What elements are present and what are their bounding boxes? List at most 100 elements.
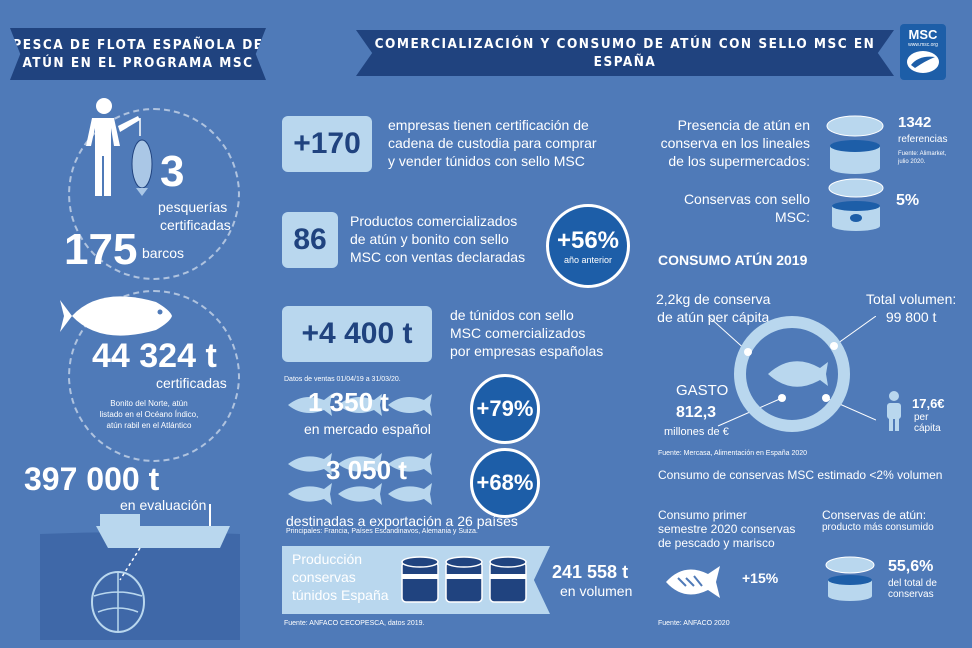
fisheries-label-1: pesquerías: [158, 199, 228, 215]
references-value: 1342: [898, 114, 932, 131]
sales-dates: Datos de ventas 01/04/19 a 31/03/20.: [284, 376, 401, 383]
products-line-2: de atún y bonito con sello: [350, 231, 509, 247]
boats-count: 175: [64, 225, 138, 274]
per-capita-spend: 17,6€: [912, 396, 945, 411]
domestic-value: 1 350 t: [308, 387, 389, 417]
tonnes-text: de túnidos con sello MSC comercializados…: [450, 306, 603, 360]
semester-growth: +15%: [742, 570, 779, 586]
most-consumed-value: 55,6%: [888, 558, 934, 575]
references-source-line-2: julio 2020.: [898, 159, 926, 165]
fisheries-count: 3: [160, 147, 185, 196]
per-capita-text: 2,2kg de conserva de atún per cápita: [656, 290, 770, 326]
export-growth-value: +68%: [476, 470, 534, 495]
tin-cans-stack-icon: [401, 556, 527, 603]
species-line-2: listado en el Océano Índico,: [99, 410, 199, 419]
left-banner-line2: ATÚN EN EL PROGRAMA MSC: [22, 55, 254, 71]
right-banner: COMERCIALIZACIÓN Y CONSUMO DE ATÚN CON S…: [356, 30, 894, 76]
open-can-icon: [826, 115, 884, 174]
companies-line-1: empresas tienen certificación de: [388, 117, 589, 133]
most-consumed-label-1: del total de: [888, 578, 937, 589]
msc-fish-checkmark-icon: [907, 51, 939, 73]
fishing-boat-with-net-icon: [40, 504, 240, 640]
can-icon: [825, 556, 875, 601]
export-countries: Principales: Francia, Países Escandinavo…: [286, 528, 478, 535]
tonnes-line-3: por empresas españolas: [450, 343, 604, 359]
consumption-diagram: [708, 316, 876, 432]
production-line-1: Producción: [292, 551, 363, 567]
total-volume-line-1: Total volumen:: [866, 291, 957, 307]
products-text: Productos comercializados de atún y boni…: [350, 212, 525, 266]
products-growth-circle: +56% año anterior: [546, 204, 630, 288]
boats-label: barcos: [142, 245, 185, 261]
species-line-1: Bonito del Norte, atún: [110, 399, 188, 408]
tonnes-line-2: MSC comercializados: [450, 325, 586, 341]
msc-cans-value: 5%: [896, 192, 920, 209]
species-line-3: atún rabil en el Atlántico: [106, 421, 192, 430]
spending-unit: millones de €: [664, 426, 729, 438]
semester-line-2: semestre 2020 conservas: [658, 522, 796, 536]
domestic-label: en mercado español: [304, 421, 431, 437]
certified-label: certificadas: [156, 375, 227, 391]
references-label: referencias: [898, 134, 948, 145]
export-fish-icons: [288, 453, 432, 505]
evaluation-tonnes: 397 000 t: [24, 461, 160, 497]
production-line-3: túnidos España: [292, 587, 389, 603]
per-capita-line-1: 2,2kg de conserva: [656, 291, 771, 307]
semester-text: Consumo primer semestre 2020 conservas d…: [658, 508, 795, 550]
products-growth-value: +56%: [556, 227, 620, 254]
references-source-line-1: Fuente: Alimarket,: [898, 151, 947, 157]
products-value: 86: [293, 223, 327, 256]
most-consumed-line-1: Conservas de atún:: [822, 508, 927, 522]
total-volume-line-2: 99 800 t: [885, 309, 937, 325]
person-icon: [887, 391, 901, 431]
msc-estimate: Consumo de conservas MSC estimado <2% vo…: [658, 468, 943, 482]
most-consumed-text: Conservas de atún: producto más consumid…: [822, 508, 934, 533]
evaluation-label: en evaluación: [120, 497, 207, 513]
references-source: Fuente: Alimarket, julio 2020.: [898, 150, 946, 166]
msc-logo-url: www.msc.org: [908, 42, 938, 48]
fisheries-label-2: certificadas: [160, 217, 231, 233]
production-line-2: conservas: [292, 569, 356, 585]
semester-source: Fuente: ANFACO 2020: [658, 620, 730, 627]
spending-value: 812,3: [676, 404, 717, 421]
products-badge: 86: [282, 212, 338, 268]
tuna-icon: [60, 296, 172, 336]
seafood-icon: [666, 566, 720, 598]
most-consumed-line-2: producto más consumido: [822, 522, 934, 533]
msc-can-icon: [828, 178, 884, 231]
per-capita-spend-label: per cápita: [914, 412, 941, 434]
production-source: Fuente: ANFACO CECOPESCA, datos 2019.: [284, 620, 425, 627]
domestic-growth-value: +79%: [476, 396, 534, 421]
per-capita-line-2: de atún per cápita: [657, 309, 770, 325]
per-capita-spend-label-1: per: [914, 412, 929, 423]
msc-cans-line-2: MSC:: [775, 209, 810, 225]
domestic-fish-icons: [288, 394, 432, 416]
per-capita-spend-label-2: cápita: [914, 423, 941, 434]
semester-line-3: de pescado y marisco: [658, 536, 775, 550]
domestic-growth-circle: +79%: [470, 374, 540, 444]
companies-line-2: cadena de custodia para comprar: [388, 135, 597, 151]
companies-line-3: y vender túnidos con sello MSC: [388, 153, 585, 169]
msc-cans-text: Conservas con sello MSC:: [640, 190, 810, 226]
tonnes-line-1: de túnidos con sello: [450, 307, 574, 323]
fisheries-dashed-circle: [68, 108, 240, 280]
consumption-source: Fuente: Mercasa, Alimentación en España …: [658, 450, 808, 457]
production-label: Producción conservas túnidos España: [292, 550, 389, 604]
tonnes-value: +4 400 t: [301, 317, 413, 350]
export-value: 3 050 t: [326, 455, 407, 485]
msc-cans-line-1: Conservas con sello: [683, 191, 810, 207]
production-unit: en volumen: [560, 583, 633, 599]
export-label: destinadas a exportación a 26 países: [286, 513, 518, 529]
export-growth-circle: +68%: [470, 448, 540, 518]
semester-line-1: Consumo primer: [658, 508, 747, 522]
presence-text: Presencia de atún en conserva en los lin…: [640, 116, 810, 170]
companies-value: +170: [293, 127, 361, 160]
presence-line-2: conserva en los lineales: [660, 135, 810, 151]
most-consumed-label-2: conservas: [888, 589, 934, 600]
msc-logo: MSC www.msc.org: [900, 24, 946, 80]
left-banner-line1: PESCA DE FLOTA ESPAÑOLA DE: [12, 37, 264, 53]
production-value: 241 558 t: [552, 562, 629, 582]
msc-logo-text: MSC: [908, 27, 938, 42]
total-volume-text: Total volumen: 99 800 t: [866, 290, 956, 326]
tonnes-badge: +4 400 t: [282, 306, 432, 362]
